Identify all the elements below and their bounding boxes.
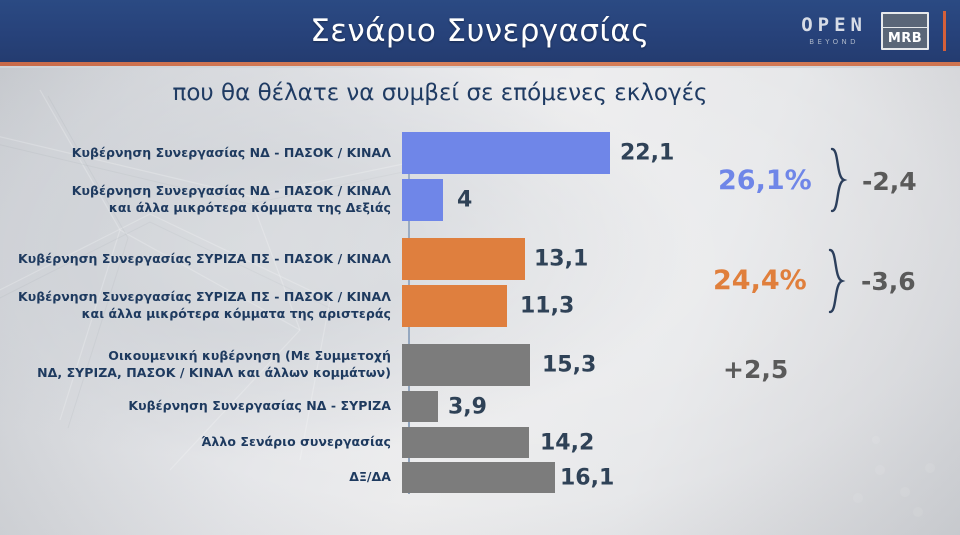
bar-label-line2: και άλλα μικρότερα κόμματα της Δεξιάς — [108, 200, 391, 215]
bar-label: ΔΞ/ΔΑ — [0, 469, 400, 486]
header-secondary-rule — [0, 66, 960, 68]
bar-track: 16,1 — [400, 462, 960, 493]
bar-track: 11,3 — [400, 285, 960, 327]
bar-track: 3,9 — [400, 391, 960, 422]
bar-fill — [402, 179, 443, 221]
bar-label-line1: ΔΞ/ΔΑ — [349, 469, 391, 485]
page-subtitle: που θα θέλατε να συμβεί σε επόμενες εκλο… — [172, 80, 708, 106]
bar-label: Κυβέρνηση Συνεργασίας ΝΔ - ΠΑΣΟΚ / ΚΙΝΑΛ… — [0, 183, 400, 216]
logo-group: OPEN BEYOND MRB — [801, 8, 946, 54]
bar-value: 16,1 — [560, 465, 615, 490]
bar-value: 15,3 — [542, 352, 597, 378]
table-row: Άλλο Σενάριο συνεργασίας 14,2 — [0, 427, 960, 458]
brace-group-2 — [826, 248, 846, 314]
bar-track: 22,1 — [400, 132, 960, 174]
bar-label: Κυβέρνηση Συνεργασίας ΝΔ - ΣΥΡΙΖΑ — [0, 398, 400, 415]
bar-track: 13,1 — [400, 238, 960, 280]
bar-label-line1: Κυβέρνηση Συνεργασίας ΝΔ - ΣΥΡΙΖΑ — [128, 398, 391, 414]
bar-value: 3,9 — [448, 394, 487, 419]
bar-value: 11,3 — [520, 293, 575, 319]
summary-percent-nd-pasok: 26,1% — [718, 165, 812, 196]
bar-label: Οικουμενική κυβέρνηση (Με Συμμετοχή ΝΔ, … — [0, 348, 400, 381]
bar-label: Άλλο Σενάριο συνεργασίας — [0, 434, 400, 451]
bar-value: 14,2 — [540, 430, 595, 455]
bar-fill — [402, 132, 610, 174]
bar-fill — [402, 427, 529, 458]
open-logo-word: OPEN — [801, 14, 867, 36]
open-beyond-logo: OPEN BEYOND — [801, 16, 867, 46]
bar-label-line1: Κυβέρνηση Συνεργασίας ΣΥΡΙΖΑ ΠΣ - ΠΑΣΟΚ … — [18, 289, 391, 305]
bar-fill — [402, 462, 555, 493]
bar-value: 4 — [457, 187, 473, 213]
bar-track: 4 — [400, 179, 960, 221]
table-row: ΔΞ/ΔΑ 16,1 — [0, 462, 960, 493]
table-row: Κυβέρνηση Συνεργασίας ΝΔ - ΣΥΡΙΖΑ 3,9 — [0, 391, 960, 422]
table-row: Κυβέρνηση Συνεργασίας ΝΔ - ΠΑΣΟΚ / ΚΙΝΑΛ… — [0, 179, 960, 221]
bar-label-line1: Κυβέρνηση Συνεργασίας ΣΥΡΙΖΑ ΠΣ - ΠΑΣΟΚ … — [18, 250, 391, 266]
header-accent-rule — [0, 62, 960, 66]
summary-percent-syriza-pasok: 24,4% — [713, 265, 807, 296]
bar-label-line2: και άλλα μικρότερα κόμματα της αριστεράς — [81, 306, 391, 321]
summary-delta-nd-pasok: -2,4 — [862, 167, 917, 196]
bar-fill — [402, 344, 530, 386]
bar-label: Κυβέρνηση Συνεργασίας ΣΥΡΙΖΑ ΠΣ - ΠΑΣΟΚ … — [0, 251, 400, 268]
mrb-logo-bar — [883, 14, 927, 27]
page-title: Σενάριο Συνεργασίας — [310, 13, 650, 49]
bar-label-line2: ΝΔ, ΣΥΡΙΖΑ, ΠΑΣΟΚ / ΚΙΝΑΛ και άλλων κομμ… — [37, 365, 391, 380]
brace-group-1 — [828, 147, 848, 213]
logo-divider — [943, 11, 946, 51]
bar-value: 22,1 — [620, 140, 675, 166]
summary-delta-ecumenical: +2,5 — [723, 355, 789, 384]
bar-label: Κυβέρνηση Συνεργασίας ΣΥΡΙΖΑ ΠΣ - ΠΑΣΟΚ … — [0, 289, 400, 322]
bar-fill — [402, 391, 438, 422]
mrb-logo: MRB — [881, 12, 929, 50]
open-logo-subtitle: BEYOND — [809, 38, 859, 46]
bar-fill — [402, 285, 507, 327]
table-row: Κυβέρνηση Συνεργασίας ΣΥΡΙΖΑ ΠΣ - ΠΑΣΟΚ … — [0, 238, 960, 280]
bar-label-line1: Άλλο Σενάριο συνεργασίας — [201, 434, 391, 450]
table-row: Κυβέρνηση Συνεργασίας ΣΥΡΙΖΑ ΠΣ - ΠΑΣΟΚ … — [0, 285, 960, 327]
bar-value: 13,1 — [534, 246, 589, 272]
bar-label-line1: Κυβέρνηση Συνεργασίας ΝΔ - ΠΑΣΟΚ / ΚΙΝΑΛ — [71, 144, 391, 160]
bar-label-line1: Κυβέρνηση Συνεργασίας ΝΔ - ΠΑΣΟΚ / ΚΙΝΑΛ — [71, 183, 391, 199]
mrb-logo-text: MRB — [883, 28, 927, 48]
bar-label-line1: Οικουμενική κυβέρνηση (Με Συμμετοχή — [108, 348, 391, 364]
summary-delta-syriza-pasok: -3,6 — [861, 267, 916, 296]
table-row: Κυβέρνηση Συνεργασίας ΝΔ - ΠΑΣΟΚ / ΚΙΝΑΛ… — [0, 132, 960, 174]
table-row: Οικουμενική κυβέρνηση (Με Συμμετοχή ΝΔ, … — [0, 344, 960, 386]
bar-track: 15,3 — [400, 344, 960, 386]
bar-fill — [402, 238, 525, 280]
bar-chart: Κυβέρνηση Συνεργασίας ΝΔ - ΠΑΣΟΚ / ΚΙΝΑΛ… — [0, 126, 960, 506]
bar-track: 14,2 — [400, 427, 960, 458]
bar-label: Κυβέρνηση Συνεργασίας ΝΔ - ΠΑΣΟΚ / ΚΙΝΑΛ — [0, 145, 400, 162]
header-bar — [0, 0, 960, 62]
